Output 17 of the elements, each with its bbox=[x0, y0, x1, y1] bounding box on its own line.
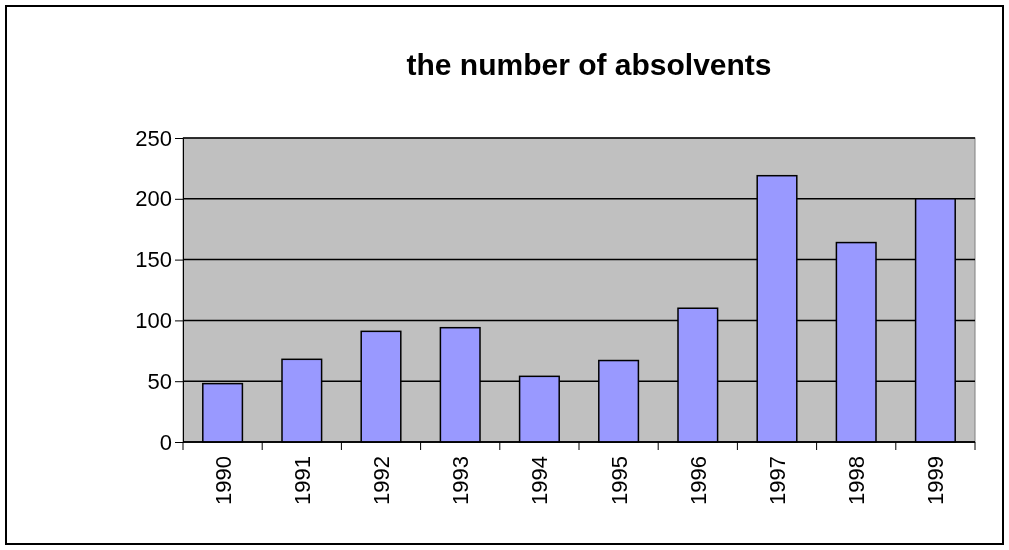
chart-title: the number of absolvents bbox=[406, 48, 772, 81]
y-tick-label: 50 bbox=[147, 368, 172, 394]
y-tick-label: 100 bbox=[135, 307, 172, 333]
x-tick-label: 1996 bbox=[685, 456, 711, 505]
x-tick-label: 1994 bbox=[527, 456, 553, 505]
x-tick-label: 1992 bbox=[369, 456, 394, 505]
x-tick-label: 1999 bbox=[923, 456, 949, 505]
y-tick-label: 250 bbox=[135, 125, 172, 151]
y-tick-label: 200 bbox=[135, 186, 172, 212]
x-tick-label: 1997 bbox=[765, 456, 790, 505]
x-tick-label: 1995 bbox=[606, 456, 632, 505]
x-tick-label: 1993 bbox=[448, 456, 474, 505]
x-tick-label: 1998 bbox=[844, 456, 870, 505]
x-tick-label: 1990 bbox=[210, 456, 236, 505]
y-tick-label: 150 bbox=[135, 247, 172, 273]
y-tick-label: 0 bbox=[159, 429, 172, 455]
x-tick-label: 1991 bbox=[289, 456, 315, 505]
